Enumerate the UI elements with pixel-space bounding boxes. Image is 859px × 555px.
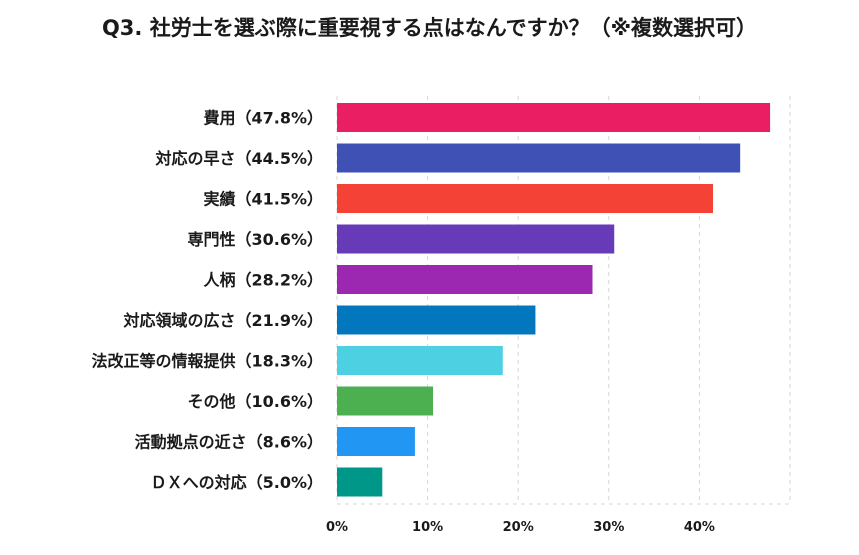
bar — [337, 265, 593, 294]
category-label: 対応領域の広さ（21.9%） — [122, 311, 323, 330]
category-label: 活動拠点の近さ（8.6%） — [135, 433, 323, 452]
category-labels: 費用（47.8%） 対応の早さ（44.5%） 実績（41.5%） 専門性（30.6%）… — [91, 109, 323, 493]
bar — [337, 143, 741, 173]
x-axis-ticks: 0% 10% 20% 30% 40% — [326, 520, 715, 535]
x-tick-label: 20% — [503, 520, 534, 535]
bar — [337, 224, 615, 254]
x-tick-label: 0% — [326, 520, 348, 535]
category-label: 専門性（30.6%） — [187, 230, 323, 249]
category-label: 人柄（28.2%） — [203, 271, 323, 290]
bar — [337, 386, 434, 416]
bar — [337, 427, 415, 456]
bars — [337, 103, 771, 497]
x-tick-label: 10% — [412, 520, 443, 535]
bar — [337, 103, 771, 132]
x-tick-label: 30% — [593, 520, 624, 535]
bar — [337, 184, 713, 213]
category-label: その他（10.6%） — [187, 392, 323, 411]
category-label: 実績（41.5%） — [203, 190, 323, 209]
bar — [337, 305, 536, 335]
bar — [337, 467, 383, 497]
chart-title: Q3. 社労士を選ぶ際に重要視する点はなんですか？（※複数選択可） — [101, 16, 758, 40]
category-label: 費用（47.8%） — [203, 109, 323, 128]
category-label: 対応の早さ（44.5%） — [154, 149, 323, 168]
x-tick-label: 40% — [684, 520, 715, 535]
category-label: ＤＸへの対応（5.0%） — [151, 473, 323, 492]
bar — [337, 346, 503, 375]
category-label: 法改正等の情報提供（18.3%） — [91, 352, 323, 371]
